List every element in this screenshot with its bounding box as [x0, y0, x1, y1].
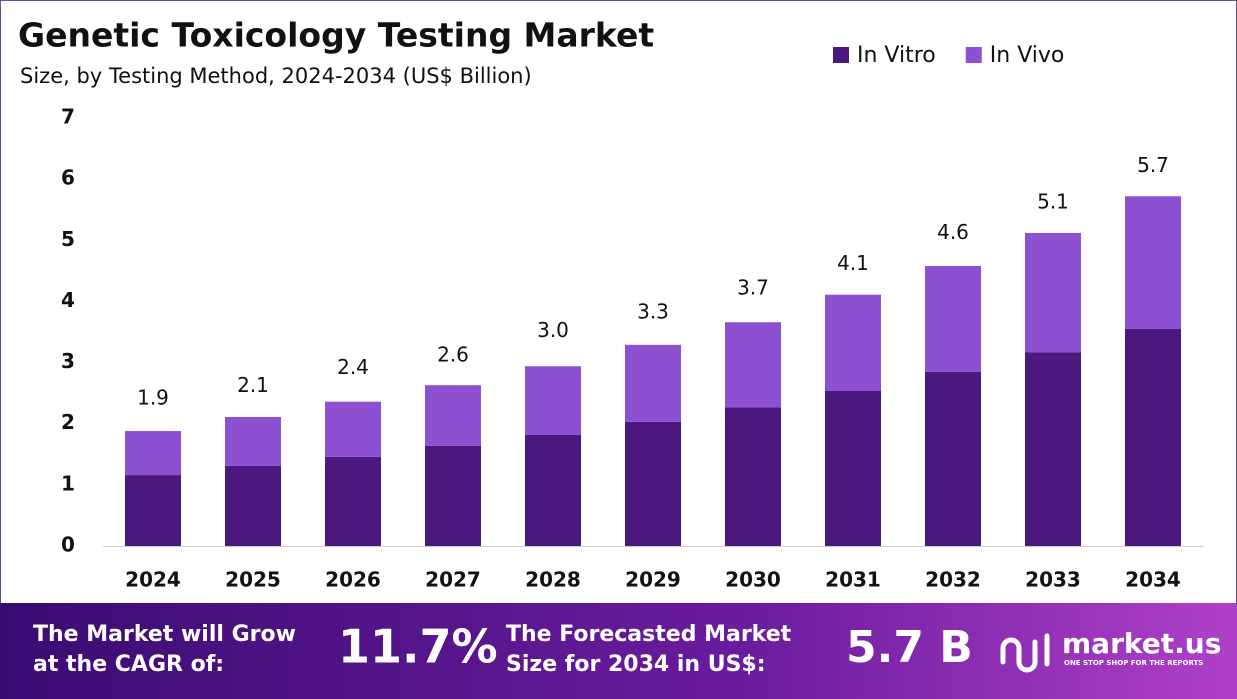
bar-segment [1125, 328, 1181, 546]
cagr-value: 11.7% [338, 620, 498, 674]
total-label: 5.1 [1037, 190, 1069, 214]
bar-segment [625, 344, 681, 422]
footer-band [0, 603, 1237, 699]
total-label: 2.1 [237, 373, 269, 397]
bar-segment [825, 294, 881, 391]
x-tick-label: 2034 [1125, 568, 1181, 592]
cagr-label: at the CAGR of: [33, 652, 224, 677]
total-label: 1.9 [137, 385, 169, 409]
forecast-label: Size for 2034 in US$: [506, 652, 766, 677]
x-tick-label: 2031 [825, 568, 881, 592]
bar-segment [425, 385, 481, 446]
y-tick-label: 0 [61, 533, 75, 557]
x-tick-label: 2028 [525, 568, 581, 592]
brand-name: market.us [1062, 627, 1221, 660]
x-tick-label: 2027 [425, 568, 481, 592]
bar-segment [825, 390, 881, 546]
bar-segment [525, 434, 581, 546]
y-tick-label: 7 [61, 105, 75, 129]
legend-label: In Vitro [857, 43, 936, 68]
legend-label: In Vivo [990, 43, 1065, 68]
total-label: 3.0 [537, 318, 569, 342]
bar-segment [1025, 232, 1081, 353]
legend-swatch [833, 47, 849, 63]
bar-segment [525, 366, 581, 435]
bar-segment [1125, 196, 1181, 329]
x-tick-label: 2025 [225, 568, 281, 592]
total-label: 3.7 [737, 275, 769, 299]
total-label: 4.1 [837, 251, 869, 275]
bar-segment [225, 465, 281, 546]
total-label: 4.6 [937, 220, 969, 244]
bar-segment [925, 265, 981, 372]
y-tick-label: 3 [61, 349, 75, 373]
bar-segment [125, 475, 181, 546]
bar-segment [125, 431, 181, 476]
x-tick-label: 2024 [125, 568, 181, 592]
x-tick-label: 2026 [325, 568, 381, 592]
x-tick-label: 2033 [1025, 568, 1081, 592]
bar-segment [325, 456, 381, 546]
bar-segment [425, 445, 481, 546]
y-tick-label: 2 [61, 410, 75, 434]
y-tick-label: 4 [61, 288, 75, 312]
bar-segment [325, 401, 381, 457]
forecast-label: The Forecasted Market [506, 622, 792, 647]
y-tick-label: 1 [61, 471, 75, 495]
brand-tagline: ONE STOP SHOP FOR THE REPORTS [1064, 659, 1203, 667]
y-tick-label: 5 [61, 227, 75, 251]
total-label: 5.7 [1137, 153, 1169, 177]
chart-title: Genetic Toxicology Testing Market [18, 16, 654, 55]
cagr-label: The Market will Grow [33, 622, 296, 647]
total-label: 2.4 [337, 355, 369, 379]
brand-logo [1000, 633, 1050, 673]
bar-segment [1025, 352, 1081, 546]
x-tick-label: 2030 [725, 568, 781, 592]
forecast-value: 5.7 B [846, 622, 973, 673]
x-tick-label: 2032 [925, 568, 981, 592]
x-tick-label: 2029 [625, 568, 681, 592]
bar-segment [725, 407, 781, 546]
bar-segment [725, 322, 781, 408]
total-label: 2.6 [437, 343, 469, 367]
y-tick-label: 6 [61, 166, 75, 190]
bar-segment [625, 421, 681, 546]
total-label: 3.3 [637, 300, 669, 324]
bar-segment [925, 371, 981, 546]
legend-swatch [965, 47, 982, 63]
chart-subtitle: Size, by Testing Method, 2024-2034 (US$ … [20, 64, 532, 88]
bar-segment [225, 416, 281, 466]
